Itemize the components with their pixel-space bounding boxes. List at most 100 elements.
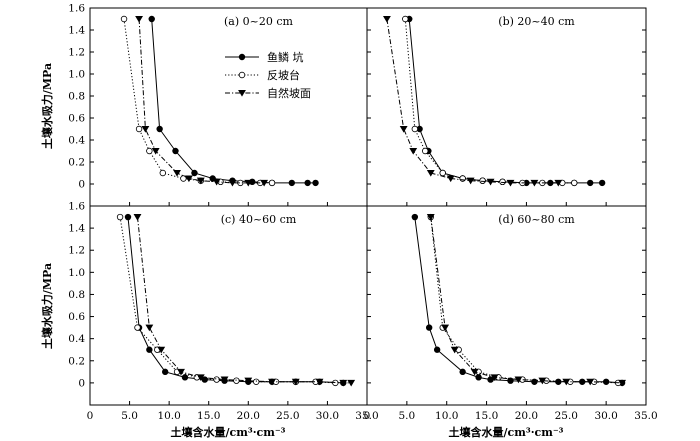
panel-1 <box>383 15 606 187</box>
y-tick-label: 0 <box>78 179 85 191</box>
x-tick-label: 30.0 <box>316 410 339 422</box>
y-tick-label: 1.0 <box>68 69 85 81</box>
data-point <box>399 125 408 133</box>
y-tick-label: 0.8 <box>68 289 85 301</box>
data-point <box>446 175 455 183</box>
data-point <box>135 125 143 133</box>
data-point <box>459 368 466 376</box>
data-point <box>507 377 514 384</box>
y-tick-label: 0.4 <box>68 135 85 147</box>
data-point <box>347 379 356 387</box>
y-tick-label: 1.2 <box>68 47 85 59</box>
panel-0 <box>120 15 319 187</box>
y-tick-label: 0.6 <box>68 311 85 323</box>
data-point <box>120 15 128 23</box>
series-line <box>119 217 336 384</box>
x-tick-label: 10.0 <box>435 410 458 422</box>
data-point <box>161 368 169 376</box>
data-point <box>466 177 475 185</box>
data-point <box>554 179 563 187</box>
data-point <box>146 147 153 155</box>
series-layer <box>116 15 627 387</box>
data-point <box>470 368 479 376</box>
data-point <box>339 379 348 387</box>
data-point <box>304 179 311 187</box>
y-tick-label: 0.2 <box>68 157 85 169</box>
y-tick-label: 0.8 <box>68 91 85 103</box>
y-tick-label: 0.4 <box>68 333 85 345</box>
data-point <box>134 324 141 331</box>
data-point <box>191 169 198 177</box>
data-point <box>268 378 276 386</box>
data-point <box>151 147 160 155</box>
data-point <box>441 324 450 332</box>
legend-label: 反坡台 <box>267 68 300 82</box>
data-point <box>506 179 515 187</box>
x-tick-label: 15.0 <box>197 410 220 422</box>
data-point <box>475 374 482 381</box>
data-point <box>145 324 154 332</box>
x-tick-label: 25.0 <box>276 410 299 422</box>
labels-layer: 0 0.2 0.4 0.6 0.8 1.0 1.2 1.4 1.6 0 0.2 0.4 0.6 0.8 1.… <box>68 3 657 423</box>
x-axis-title-left: 土壤含水量/cm³·cm⁻³ <box>171 425 286 439</box>
data-point <box>228 179 237 187</box>
data-point <box>220 376 229 384</box>
panel-title: (c) 40~60 cm <box>221 213 297 226</box>
data-point <box>487 376 494 383</box>
y-tick-label: 1.4 <box>68 25 85 37</box>
panel-title: (d) 60~80 cm <box>498 213 575 226</box>
data-point <box>598 179 606 187</box>
data-point <box>260 179 269 187</box>
x-tick-label: 15.0 <box>475 410 498 422</box>
panel-3 <box>411 213 627 387</box>
data-point <box>133 214 142 221</box>
data-point <box>538 377 547 385</box>
data-point <box>201 376 208 383</box>
data-point <box>185 175 193 183</box>
data-point <box>238 53 246 61</box>
data-point <box>148 15 155 23</box>
data-point <box>124 213 132 221</box>
axes <box>89 7 647 405</box>
series-line <box>123 18 272 184</box>
data-point <box>146 346 153 353</box>
x-tick-label: 20.0 <box>237 410 260 422</box>
series-line <box>127 217 344 384</box>
series-line <box>430 217 619 384</box>
data-point <box>312 179 319 187</box>
series-line <box>386 18 559 184</box>
x-tick-label: 35.0 <box>634 410 657 422</box>
legend-label: 自然坡面 <box>267 86 311 100</box>
data-point <box>479 177 486 184</box>
data-point <box>571 179 578 187</box>
data-point <box>499 178 506 185</box>
data-point <box>141 125 150 133</box>
data-point <box>421 147 429 155</box>
data-point <box>159 169 167 177</box>
series-line <box>138 18 265 184</box>
data-point <box>409 147 418 155</box>
data-point <box>181 374 189 381</box>
data-point <box>196 374 205 382</box>
x-tick-label: 35.0 <box>355 410 378 422</box>
data-point <box>177 368 185 376</box>
series-line <box>151 18 316 184</box>
panel-title: (b) 20~40 cm <box>498 15 575 28</box>
y-tick-label: 1.0 <box>68 267 85 279</box>
data-point <box>530 179 539 187</box>
data-point <box>268 179 276 187</box>
data-point <box>173 169 181 177</box>
data-point <box>562 378 571 386</box>
x-tick-label: 10.0 <box>157 410 180 422</box>
y-tick-label: 1.6 <box>68 3 85 15</box>
data-point <box>383 15 391 23</box>
data-point <box>291 378 300 386</box>
data-point <box>402 15 409 23</box>
x-tick-label: 5.0 <box>121 410 138 422</box>
data-point <box>288 179 296 187</box>
data-point <box>233 377 240 384</box>
y-tick-label: 0.2 <box>68 355 85 367</box>
data-point <box>486 178 495 186</box>
x-tick-label: 0 <box>87 410 94 422</box>
data-point <box>244 377 253 385</box>
